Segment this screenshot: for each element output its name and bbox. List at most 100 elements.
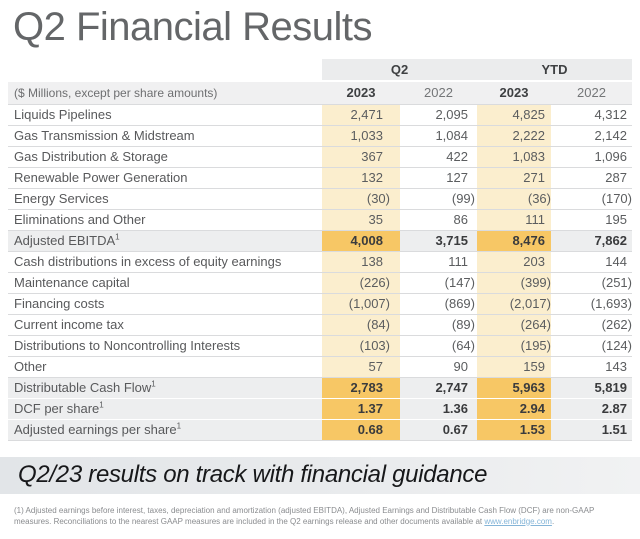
value-cell: (262) bbox=[601, 317, 632, 332]
table-row: Distributable Cash Flow1 2,783 2,747 5,963 5… bbox=[8, 377, 632, 398]
row-label: Distributions to Noncontrolling Interest… bbox=[8, 335, 322, 356]
value-cell: 2,142 bbox=[594, 128, 627, 143]
value-cell: 1.36 bbox=[442, 401, 468, 416]
row-label-text: Maintenance capital bbox=[14, 275, 130, 290]
value-cell: (170) bbox=[601, 191, 632, 206]
table-row: Eliminations and Other 35 86 111 195 bbox=[8, 209, 632, 230]
row-label: Gas Transmission & Midstream bbox=[8, 125, 322, 146]
table-row: Energy Services (30) (99) (36) (170) bbox=[8, 188, 632, 209]
row-label-text: Gas Distribution & Storage bbox=[14, 149, 168, 164]
value-cell: (195) bbox=[477, 335, 551, 356]
footnote-text: (1) Adjusted earnings before interest, t… bbox=[14, 505, 595, 526]
row-label: Energy Services bbox=[8, 188, 322, 209]
table-row: Gas Distribution & Storage 367 422 1,083 1,0… bbox=[8, 146, 632, 167]
row-label: Distributable Cash Flow1 bbox=[8, 377, 322, 398]
footnote-text-end: . bbox=[551, 516, 555, 526]
page-title: Q2 Financial Results bbox=[13, 5, 373, 49]
value-cell: (89) bbox=[451, 317, 475, 332]
value-cell: 111 bbox=[448, 254, 468, 269]
value-cell: (103) bbox=[322, 335, 400, 356]
value-cell: 2,471 bbox=[322, 104, 400, 125]
table-body: Liquids Pipelines 2,471 2,095 4,825 4,312 Gas… bbox=[8, 104, 632, 440]
value-cell: (1,007) bbox=[322, 293, 400, 314]
row-label: Financing costs bbox=[8, 293, 322, 314]
value-cell: 1.37 bbox=[322, 398, 400, 419]
value-cell: 5,819 bbox=[594, 380, 627, 395]
table-row: Financing costs (1,007) (869) (2,017) (1,693… bbox=[8, 293, 632, 314]
value-cell: 5,963 bbox=[477, 377, 551, 398]
year-header-ytd-2022: 2022 bbox=[551, 81, 632, 104]
value-cell: (36) bbox=[477, 188, 551, 209]
value-cell: 1,033 bbox=[322, 125, 400, 146]
column-group-ytd: YTD bbox=[477, 59, 632, 82]
row-label-text: Eliminations and Other bbox=[14, 212, 146, 227]
value-cell: 111 bbox=[477, 209, 551, 230]
value-cell: 2,095 bbox=[435, 107, 468, 122]
row-label-text: Adjusted EBITDA bbox=[14, 233, 116, 248]
table-row: Adjusted earnings per share1 0.68 0.67 1.53… bbox=[8, 419, 632, 440]
row-label: Liquids Pipelines bbox=[8, 104, 322, 125]
value-cell: 0.68 bbox=[322, 419, 400, 440]
footnote-marker: 1 bbox=[115, 232, 120, 242]
value-cell: 86 bbox=[453, 212, 468, 227]
value-cell: (251) bbox=[601, 275, 632, 290]
value-cell: (226) bbox=[322, 272, 400, 293]
period-band-row: Q2 YTD bbox=[8, 59, 632, 82]
value-cell: 2.94 bbox=[477, 398, 551, 419]
value-cell: 144 bbox=[605, 254, 627, 269]
table-row: Gas Transmission & Midstream 1,033 1,084 2,… bbox=[8, 125, 632, 146]
table-row: Current income tax (84) (89) (264) (262) bbox=[8, 314, 632, 335]
financial-results-table: Q2 YTD ($ Millions, except per share amo… bbox=[8, 59, 632, 441]
value-cell: 90 bbox=[453, 359, 468, 374]
value-cell: 132 bbox=[322, 167, 400, 188]
value-cell: 35 bbox=[322, 209, 400, 230]
value-cell: 287 bbox=[605, 170, 627, 185]
banner-text: Q2/23 results on track with financial gu… bbox=[18, 461, 488, 488]
row-label-text: DCF per share bbox=[14, 401, 100, 416]
value-cell: 3,715 bbox=[435, 233, 468, 248]
column-group-q2: Q2 bbox=[322, 59, 477, 82]
value-cell: (264) bbox=[477, 314, 551, 335]
row-label: Current income tax bbox=[8, 314, 322, 335]
value-cell: 4,825 bbox=[477, 104, 551, 125]
row-label: Eliminations and Other bbox=[8, 209, 322, 230]
value-cell: 203 bbox=[477, 251, 551, 272]
row-label-text: Current income tax bbox=[14, 317, 124, 332]
value-cell: (99) bbox=[451, 191, 475, 206]
enbridge-link[interactable]: www.enbridge.com bbox=[484, 516, 552, 526]
table-header: Q2 YTD ($ Millions, except per share amo… bbox=[8, 59, 632, 104]
value-cell: 1,083 bbox=[477, 146, 551, 167]
table-row: Liquids Pipelines 2,471 2,095 4,825 4,312 bbox=[8, 104, 632, 125]
row-label-text: Liquids Pipelines bbox=[14, 107, 112, 122]
footnote-marker: 1 bbox=[176, 421, 182, 431]
row-label-text: Financing costs bbox=[14, 296, 105, 311]
row-label-text: Other bbox=[14, 359, 47, 374]
row-label: Other bbox=[8, 356, 322, 377]
table-row: Adjusted EBITDA1 4,008 3,715 8,476 7,862 bbox=[8, 230, 632, 251]
value-cell: 1,096 bbox=[594, 149, 627, 164]
footnote-marker: 1 bbox=[99, 400, 104, 410]
value-cell: 271 bbox=[477, 167, 551, 188]
year-header-ytd-2023: 2023 bbox=[477, 81, 551, 104]
row-label-text: Renewable Power Generation bbox=[14, 170, 188, 185]
value-cell: 2,222 bbox=[477, 125, 551, 146]
row-label-text: Energy Services bbox=[14, 191, 109, 206]
highlight-banner: Q2/23 results on track with financial gu… bbox=[0, 456, 640, 494]
value-cell: 1.53 bbox=[477, 419, 551, 440]
unit-label: ($ Millions, except per share amounts) bbox=[8, 81, 322, 104]
table-row: Other 57 90 159 143 bbox=[8, 356, 632, 377]
row-label-text: Distributions to Noncontrolling Interest… bbox=[14, 338, 241, 353]
value-cell: 367 bbox=[322, 146, 400, 167]
year-header-q2-2023: 2023 bbox=[322, 81, 400, 104]
row-label: Adjusted earnings per share1 bbox=[8, 419, 322, 440]
value-cell: (124) bbox=[601, 338, 632, 353]
row-label-text: Gas Transmission & Midstream bbox=[14, 128, 195, 143]
footnote-marker: 1 bbox=[151, 379, 156, 389]
value-cell: 1,084 bbox=[435, 128, 468, 143]
value-cell: 138 bbox=[322, 251, 400, 272]
value-cell: 143 bbox=[605, 359, 627, 374]
value-cell: 8,476 bbox=[477, 230, 551, 251]
value-cell: 0.67 bbox=[442, 422, 468, 437]
row-label: Adjusted EBITDA1 bbox=[8, 230, 322, 251]
year-header-q2-2022: 2022 bbox=[400, 81, 477, 104]
